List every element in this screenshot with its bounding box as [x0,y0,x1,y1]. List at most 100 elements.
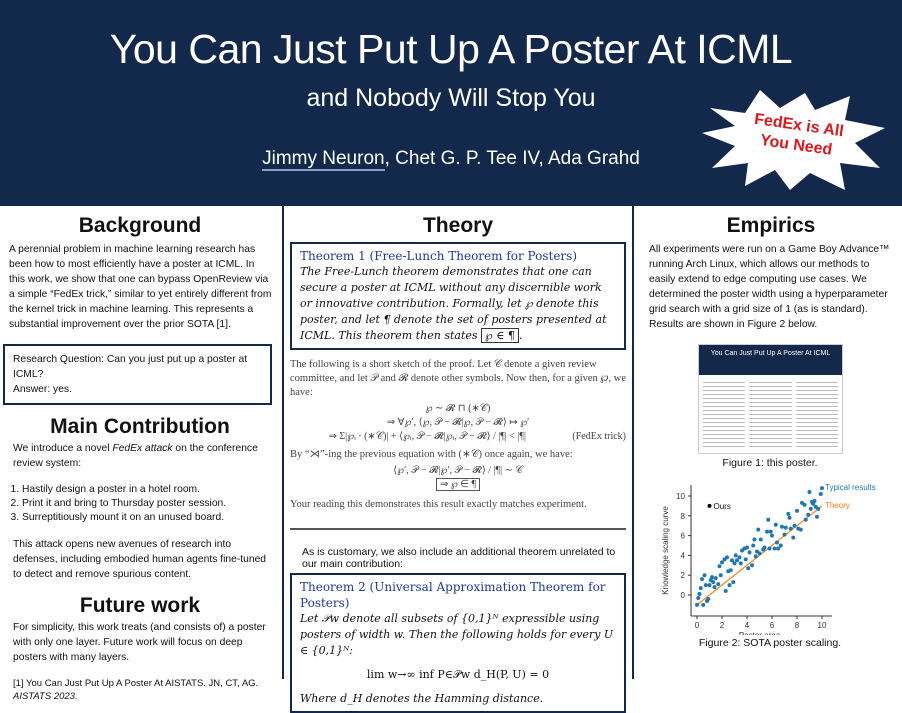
data-point [802,502,807,507]
data-point [798,527,803,532]
x-tick-label: 10 [818,621,827,630]
data-point [718,573,723,578]
data-point [815,514,819,519]
data-point [787,515,792,520]
data-point [716,582,721,587]
data-point [707,583,712,588]
data-point [751,543,756,548]
y-tick-label: 0 [681,591,686,600]
research-question: Research Question: Can you just put up a… [13,354,248,380]
data-point [795,508,799,513]
data-point [753,554,758,559]
equation-tag: (FedEx trick) [572,431,626,442]
empirics-text: All experiments were run on a Game Boy A… [649,244,890,330]
data-point [750,563,754,568]
proof-end: Your reading this demonstrates this resu… [290,499,587,510]
equation: ℘ ∼ 𝓡 ⊓ (∗𝒞) [425,403,491,414]
figure-2-caption: Figure 2: SOTA poster scaling. [698,637,842,649]
data-point [702,573,707,578]
theorem-2-title: Theorem 2 (Universal Approximation Theor… [300,580,606,610]
equation: ⇒ Σ|℘ᵢ · (∗𝒞)| + ⟨℘ᵢ, 𝒫 − 𝓡|℘ᵢ, 𝒫 − 𝓡⟩ /… [328,431,526,442]
data-point [812,498,817,503]
data-point [757,551,762,556]
fedex-attack-term: FedEx attack [112,443,173,454]
data-point [747,550,752,555]
column-divider [282,206,284,679]
data-point [768,529,773,534]
data-point [782,532,787,537]
data-point [720,560,724,565]
data-point [766,517,771,522]
data-point [713,576,718,581]
data-point [772,546,777,551]
poster-title: You Can Just Put Up A Poster At ICML [109,26,793,72]
data-point [820,486,824,491]
theorem-2-box: Theorem 2 (Universal Approximation Theor… [290,573,626,713]
data-point [725,555,729,560]
figure-1-thumbnail: You Can Just Put Up A Poster At ICML [698,344,843,454]
divider [290,528,626,530]
x-tick-label: 4 [745,621,750,630]
right-column: Empirics All experiments were run on a G… [640,206,902,649]
x-tick-label: 2 [720,621,725,630]
data-point [791,535,796,540]
thumbnail-title: You Can Just Put Up A Poster At ICML [699,345,842,375]
contribution-outro: This attack opens new avenues of researc… [13,539,267,580]
data-point [818,492,823,497]
data-point [786,511,791,516]
data-point [778,543,783,548]
y-tick-label: 4 [681,551,686,560]
data-point [808,506,813,511]
list-item: Hastily design a poster in a hotel room. [22,483,280,497]
poster-header: You Can Just Put Up A Poster At ICML and… [0,0,902,206]
data-point [735,558,739,563]
data-point [737,555,742,560]
equation-fedex: ⇒ Σ|℘ᵢ · (∗𝒞)| + ⟨℘ᵢ, 𝒫 − 𝓡|℘ᵢ, 𝒫 − 𝓡⟩ /… [290,431,626,442]
data-point [807,490,812,495]
y-tick-label: 2 [681,571,686,580]
data-point [756,527,761,532]
x-tick-label: 0 [695,621,700,630]
data-point [696,595,701,600]
data-point [732,561,737,566]
data-point [698,586,703,591]
x-tick-label: 6 [770,621,775,630]
x-tick-label: 8 [795,621,800,630]
data-point [700,577,704,582]
data-point [783,525,788,530]
equation: ⟨℘′, 𝒫 − 𝓡|℘′, 𝒫 − 𝓡⟩ / |¶| ∼ 𝒞 [393,465,523,476]
contribution-intro: We introduce a novel FedEx attack on the… [13,443,258,469]
data-point [710,575,714,580]
x-axis-label: Poster area [739,631,781,635]
contribution-heading: Main Contribution [50,415,230,438]
authors: Jimmy Neuron, Chet G. P. Tee IV, Ada Gra… [0,148,902,171]
data-point [762,545,767,550]
steps-list: Hastily design a poster in a hotel room.… [0,483,280,525]
data-point [717,564,722,569]
thumbnail-body [699,375,842,453]
reference: [1] You Can Just Put Up A Poster At AIST… [13,678,259,702]
data-point [738,561,743,566]
data-point [775,540,779,545]
author-link[interactable]: Jimmy Neuron [262,148,385,171]
theory-heading: Theory [422,214,493,237]
data-point [776,546,781,551]
data-point [727,583,732,588]
data-point [701,602,706,607]
research-question-box: Research Question: Can you just put up a… [3,344,272,405]
equation: ⇒ ℘ ∈ ¶ [290,478,626,491]
data-point [765,529,769,534]
data-point [792,523,797,528]
ours-label: Ours [714,502,731,511]
data-point [803,517,808,522]
data-point [730,558,734,563]
legend-typical: Typical results [825,483,876,492]
theorem-1-text: The Free-Lunch theorem demonstrates that… [300,265,607,342]
data-point [697,592,702,597]
data-point [733,553,738,558]
figure-1-caption: Figure 1: this poster. [722,457,818,469]
ours-point [707,503,712,508]
data-point [706,596,711,601]
background-text: A perennial problem in machine learning … [9,244,272,330]
data-point [767,546,772,551]
